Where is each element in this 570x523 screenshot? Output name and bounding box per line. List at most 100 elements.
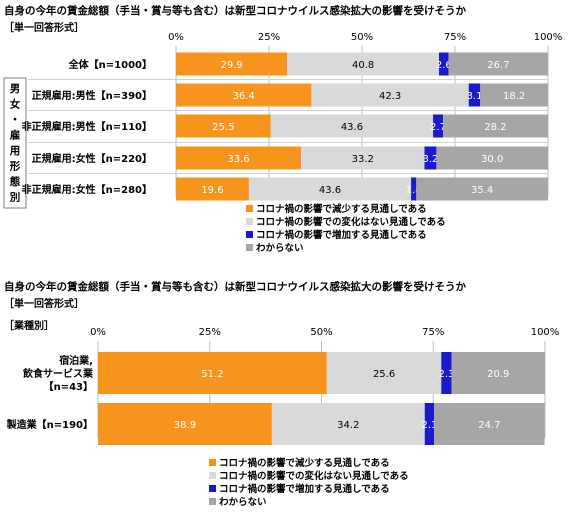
- chart1-tick-label: 100%: [534, 32, 563, 43]
- chart1-bar-segment: [176, 83, 312, 107]
- chart1-bar-segment: [176, 52, 288, 76]
- chart1-bar-segment: [439, 52, 449, 76]
- chart1-bar-segment: [176, 114, 271, 138]
- chart2-category-label: 製造業【n=190】: [6, 418, 93, 431]
- chart2-bar-segment: [326, 352, 442, 394]
- chart2-data-label: 34.2: [337, 420, 359, 431]
- chart1-bar-segment: [300, 146, 425, 170]
- chart1-data-label: 28.2: [484, 122, 506, 133]
- chart1-data-label: 3.2: [422, 154, 438, 165]
- chart1-bar-segment: [433, 114, 444, 138]
- chart2-bar-segment: [271, 403, 425, 445]
- chart1-bar-segment: [424, 146, 437, 170]
- chart1-bar-segment: [443, 114, 548, 138]
- chart1-group-label-char: 別: [9, 191, 21, 204]
- chart2-legend-swatch: [209, 485, 216, 492]
- chart1-bar-segment: [436, 146, 548, 170]
- chart2-tick-label: 0%: [90, 327, 106, 338]
- chart1-tick-label: 75%: [444, 32, 466, 43]
- chart2-data-label: 2.3: [438, 369, 454, 380]
- chart1-data-label: 2.6: [436, 60, 452, 71]
- chart1-legend-swatch: [246, 231, 253, 238]
- chart2-tick-label: 50%: [310, 327, 332, 338]
- chart2-bar-segment: [98, 403, 272, 445]
- chart1-category-label: 非正規雇用:男性【n=110】: [22, 120, 152, 133]
- chart1-subtitle: ［単一回答形式］: [4, 23, 84, 34]
- chart1-bar-segment: [468, 83, 481, 107]
- chart1-bar-segment: [248, 177, 412, 201]
- chart2-bar-segment: [441, 352, 452, 394]
- chart1-group-label-char: ・: [10, 114, 21, 126]
- chart1-data-label: 26.7: [487, 60, 509, 71]
- chart2-data-label: 24.7: [478, 420, 500, 431]
- chart2-category-label: 【n=43】: [44, 380, 93, 393]
- chart2-data-label: 20.9: [487, 369, 509, 380]
- chart2-legend-label: コロナ禍の影響で減少する見通しである: [219, 457, 390, 469]
- chart2-data-label: 25.6: [373, 369, 395, 380]
- chart1-bar-segment: [311, 83, 469, 107]
- chart1-data-label: 33.6: [227, 154, 249, 165]
- chart2-tick-label: 75%: [422, 327, 444, 338]
- chart1-data-label: 25.5: [212, 122, 234, 133]
- chart2-bar-segment: [98, 352, 327, 394]
- chart2-legend-swatch: [209, 459, 216, 466]
- chart2-subtitle: ［単一回答形式］: [4, 299, 84, 310]
- chart1-bar-segment: [448, 52, 548, 76]
- chart1-group-box: [3, 77, 27, 209]
- chart1-category-label: 正規雇用:男性【n=390】: [32, 89, 152, 102]
- chart1-data-label: 29.9: [220, 60, 242, 71]
- chart1-tick-label: 25%: [258, 32, 280, 43]
- chart1-tick-label: 50%: [351, 32, 373, 43]
- chart2-legend-label: コロナ禍の影響での変化はない見通しである: [219, 470, 409, 482]
- chart1-legend-label: コロナ禍の影響での変化はない見通しである: [256, 216, 446, 228]
- chart2-group-label: ［業種別］: [4, 319, 54, 332]
- chart1-legend-label: コロナ禍の影響で増加する見通しである: [256, 229, 427, 241]
- chart2-legend-swatch: [209, 498, 216, 505]
- chart2-tick-label: 100%: [531, 327, 560, 338]
- chart1-bar-segment: [287, 52, 440, 76]
- chart2-legend-swatch: [209, 472, 216, 479]
- chart1-legend-swatch: [246, 244, 253, 251]
- chart2-bar-segment: [424, 403, 435, 445]
- chart2-legend-label: コロナ禍の影響で増加する見通しである: [219, 483, 390, 495]
- chart1-data-label: 42.3: [379, 91, 401, 102]
- chart1-group-label-char: 男: [10, 83, 21, 95]
- chart1-data-label: 40.8: [352, 60, 374, 71]
- chart1-bar-segment: [480, 83, 548, 107]
- chart1-group-label-char: 態: [10, 175, 21, 188]
- chart2-data-label: 38.9: [174, 420, 196, 431]
- chart1-data-label: 30.0: [481, 154, 503, 165]
- chart1-data-label: 43.6: [319, 185, 341, 196]
- chart1-group-label-char: 形: [10, 161, 21, 173]
- chart1-data-label: 18.2: [503, 91, 525, 102]
- chart1-bar-segment: [270, 114, 434, 138]
- chart1-category-label: 全体【n=1000】: [68, 58, 152, 71]
- chart1-data-label: 43.6: [341, 122, 363, 133]
- chart1-group-label-char: 雇: [10, 129, 21, 142]
- chart1-legend-label: コロナ禍の影響で減少する見通しである: [256, 203, 427, 215]
- chart1-legend-swatch: [246, 205, 253, 212]
- chart1-data-label: 33.2: [352, 154, 374, 165]
- chart2-bar-segment: [434, 403, 545, 445]
- chart2-category-label: 飲食サービス業: [22, 367, 94, 380]
- chart1-bar-segment: [176, 177, 249, 201]
- chart1-data-label: 35.4: [471, 185, 493, 196]
- chart2-bar-segment: [451, 352, 545, 394]
- chart1-group-label-char: 女: [10, 98, 21, 111]
- chart2-data-label: 51.2: [201, 369, 223, 380]
- chart1-tick-label: 0%: [168, 32, 184, 43]
- chart1-data-label: 36.4: [233, 91, 255, 102]
- chart2-data-label: 2.1: [421, 420, 437, 431]
- chart2-tick-label: 25%: [199, 327, 221, 338]
- chart2-category-label: 宿泊業,: [59, 354, 93, 367]
- chart1-category-label: 非正規雇用:女性【n=280】: [22, 183, 152, 196]
- chart1-bar-segment: [416, 177, 548, 201]
- chart1-bar-segment: [411, 177, 417, 201]
- chart1-group-label-char: 用: [9, 145, 21, 157]
- chart1-category-label: 正規雇用:女性【n=220】: [32, 152, 152, 165]
- chart1-title: 自身の今年の賃金総額（手当・賞与等も含む）は新型コロナウイルス感染拡大の影響を受…: [4, 5, 466, 17]
- chart1-data-label: 1.4: [406, 185, 422, 196]
- chart2-legend-label: わからない: [219, 497, 267, 508]
- chart1-data-label: 2.7: [430, 122, 446, 133]
